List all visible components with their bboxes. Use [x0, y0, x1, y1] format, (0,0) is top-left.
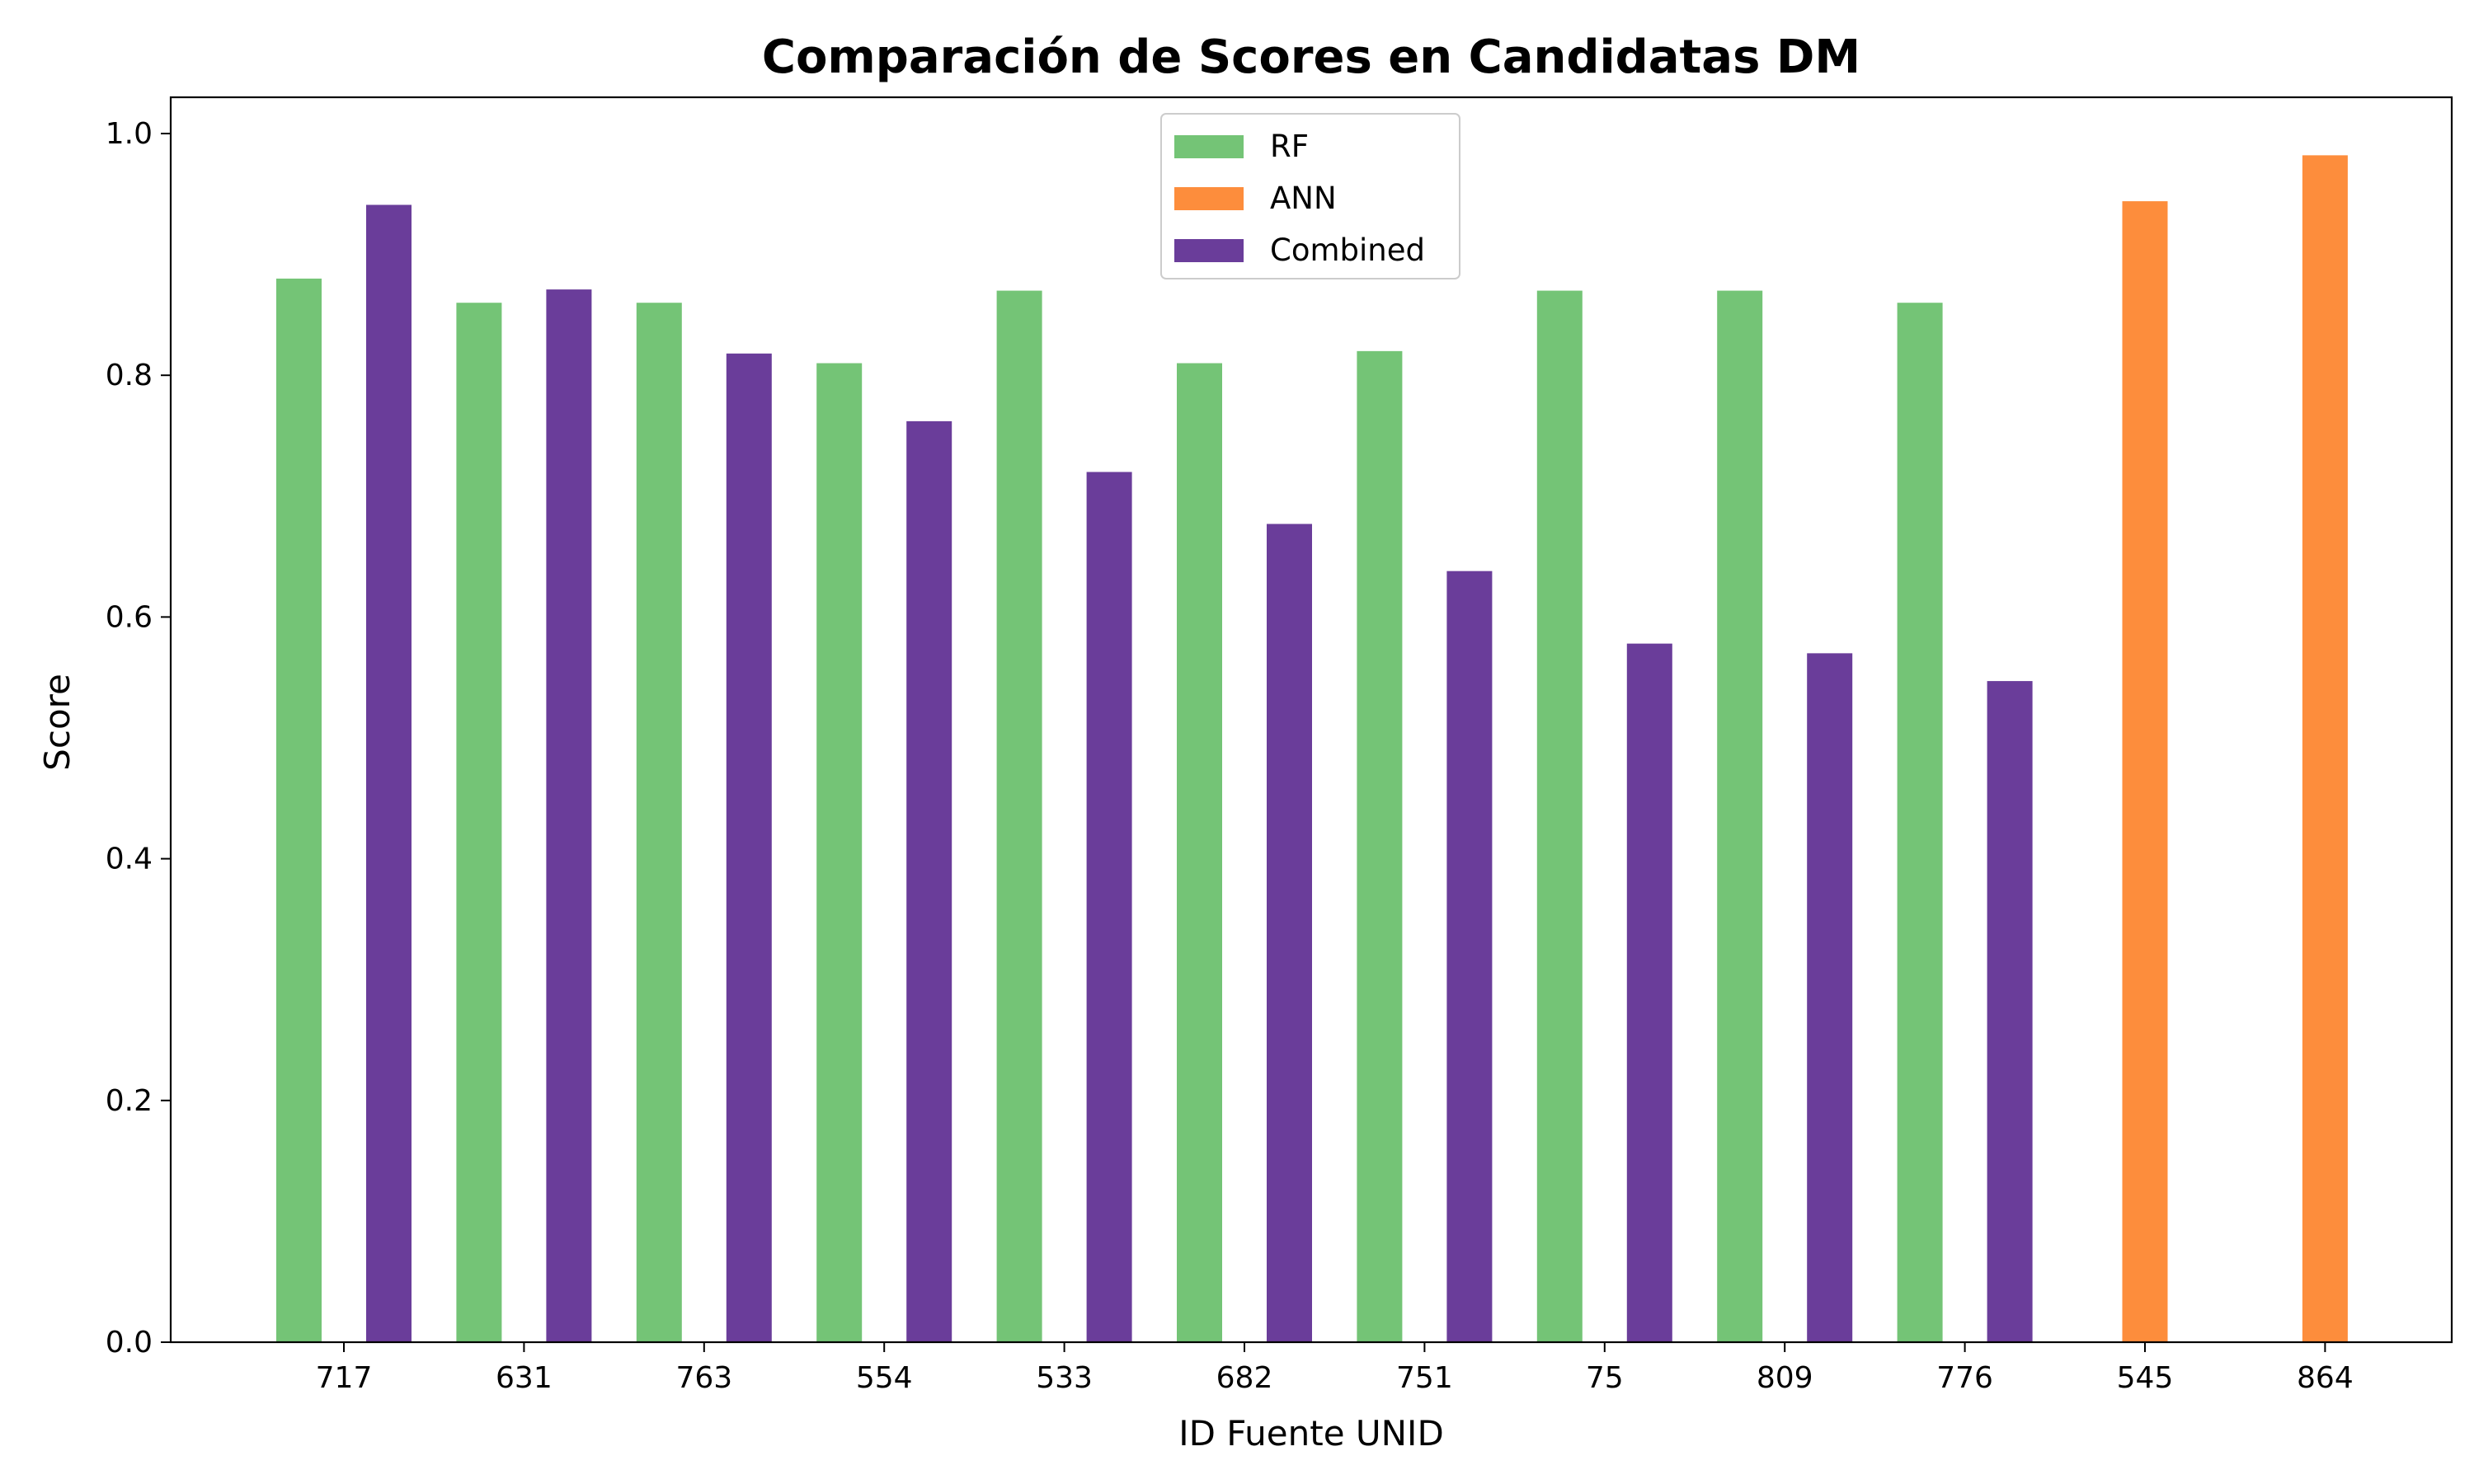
- y-tick-label: 0.2: [106, 1084, 153, 1118]
- legend-swatch-rf: [1174, 135, 1244, 158]
- x-tick-label: 763: [675, 1361, 732, 1395]
- x-tick-label: 809: [1757, 1361, 1813, 1395]
- x-tick-label: 533: [1036, 1361, 1093, 1395]
- legend-label-rf: RF: [1270, 129, 1309, 164]
- y-tick-label: 0.0: [106, 1326, 153, 1360]
- bar-combined-763: [726, 353, 772, 1342]
- x-tick-label: 682: [1216, 1361, 1273, 1395]
- legend-swatch-ann: [1174, 187, 1244, 210]
- plot-frame: [169, 96, 2453, 1344]
- legend-label-ann: ANN: [1270, 181, 1337, 216]
- bar-rf-751: [1357, 350, 1403, 1343]
- y-axis: 0.0 0.2 0.4 0.6 0.8 1.0: [106, 117, 171, 1360]
- plot-area: [169, 96, 2453, 1344]
- x-tick-label: 545: [2117, 1361, 2174, 1395]
- legend: RF ANN Combined: [1160, 113, 1460, 279]
- y-tick-label: 1.0: [106, 117, 153, 151]
- bar-combined-776: [1987, 681, 2033, 1342]
- x-axis-label: ID Fuente UNID: [1178, 1413, 1444, 1453]
- bar-ann-864: [2302, 155, 2348, 1343]
- legend-label-combined: Combined: [1270, 232, 1425, 268]
- bar-rf-763: [636, 303, 682, 1343]
- bar-combined-682: [1267, 524, 1312, 1342]
- bar-rf-682: [1177, 363, 1222, 1342]
- x-tick-label: 75: [1586, 1361, 1624, 1395]
- x-axis: 717 631 763 554 533 682 751 75 809 776 545 864: [316, 1342, 2354, 1395]
- bar-combined-717: [366, 204, 412, 1343]
- bar-rf-776: [1897, 303, 1943, 1343]
- bar-rf-75: [1536, 290, 1583, 1342]
- x-tick-label: 751: [1396, 1361, 1453, 1395]
- x-tick-label: 717: [316, 1361, 373, 1395]
- bar-ann-545: [2122, 201, 2168, 1343]
- y-axis-label: Score: [37, 674, 78, 771]
- y-tick-label: 0.4: [106, 843, 153, 876]
- legend-swatch-combined: [1174, 239, 1244, 262]
- x-tick-label: 554: [856, 1361, 913, 1395]
- bar-rf-809: [1717, 290, 1763, 1342]
- bar-combined-809: [1807, 653, 1853, 1342]
- bar-rf-631: [456, 303, 502, 1343]
- bar-rf-533: [996, 290, 1042, 1342]
- x-tick-label: 631: [496, 1361, 553, 1395]
- bar-combined-554: [906, 420, 952, 1343]
- bar-combined-533: [1086, 472, 1132, 1342]
- x-tick-label: 864: [2297, 1361, 2354, 1395]
- x-tick-label: 776: [1936, 1361, 1993, 1395]
- bar-combined-631: [546, 289, 592, 1343]
- bar-rf-554: [816, 363, 863, 1342]
- bar-combined-751: [1446, 571, 1493, 1342]
- y-tick-label: 0.8: [106, 359, 153, 392]
- bar-combined-75: [1626, 643, 1672, 1342]
- chart-title: Comparación de Scores en Candidatas DM: [762, 31, 1860, 84]
- y-tick-label: 0.6: [106, 600, 153, 634]
- bar-rf-717: [276, 278, 322, 1342]
